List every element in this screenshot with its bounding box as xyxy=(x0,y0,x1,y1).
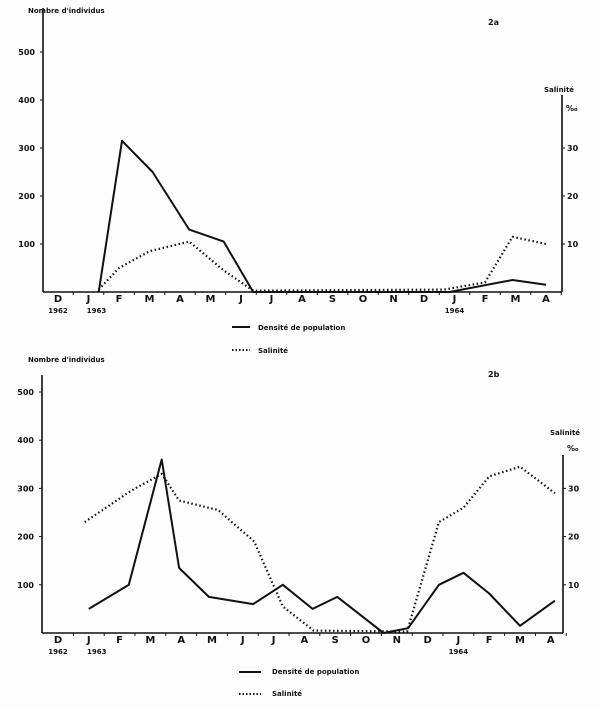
right-tick-label: 20 xyxy=(567,192,579,201)
left-tick-label: 500 xyxy=(18,48,35,57)
x-tick-label: A xyxy=(301,635,309,646)
right-tick-label: 10 xyxy=(568,581,580,590)
x-tick-label: N xyxy=(389,294,397,305)
x-tick-label: N xyxy=(393,635,401,646)
x-tick-label: J xyxy=(240,635,245,646)
right-tick-label: 20 xyxy=(568,533,580,542)
right-tick-label: 30 xyxy=(568,484,580,493)
panel-label: 2b xyxy=(488,370,500,379)
x-tick-label: D xyxy=(54,635,62,646)
x-tick-label: F xyxy=(116,635,123,646)
x-tick-label: J xyxy=(86,294,91,305)
x-tick-label: S xyxy=(329,294,336,305)
legend-label-salinity: Salinité xyxy=(258,347,288,355)
x-tick-label: J xyxy=(452,294,457,305)
x-tick-label: A xyxy=(176,294,184,305)
x-year-label: 1964 xyxy=(445,307,465,315)
x-tick-label: M xyxy=(145,294,155,305)
right-axis-title: Salinité xyxy=(550,429,580,437)
x-tick-label: D xyxy=(423,635,431,646)
x-year-label: 1963 xyxy=(87,307,107,315)
x-tick-label: J xyxy=(238,294,243,305)
left-tick-label: 500 xyxy=(17,388,34,397)
x-tick-label: M xyxy=(511,294,521,305)
x-tick-label: O xyxy=(362,635,371,646)
left-axis-title: Nombre d'individus xyxy=(28,356,105,364)
x-year-label: 1963 xyxy=(87,648,107,656)
x-tick-label: J xyxy=(271,635,276,646)
x-tick-label: F xyxy=(482,294,489,305)
left-axis-title: Nombre d'individus xyxy=(28,7,105,15)
x-tick-label: F xyxy=(116,294,123,305)
right-tick-label: 10 xyxy=(567,240,579,249)
x-tick-label: J xyxy=(456,635,461,646)
left-tick-label: 100 xyxy=(17,581,34,590)
x-tick-label: A xyxy=(542,294,550,305)
left-tick-label: 400 xyxy=(18,96,35,105)
x-year-label: 1962 xyxy=(48,307,68,315)
left-tick-label: 200 xyxy=(17,533,34,542)
chart-2b: Nombre d'individus 2b Salinité ‰ Densité… xyxy=(17,356,580,698)
left-tick-label: 300 xyxy=(18,144,35,153)
x-tick-label: F xyxy=(486,635,493,646)
left-tick-label: 300 xyxy=(17,484,34,493)
x-year-label: 1962 xyxy=(48,648,68,656)
x-tick-label: S xyxy=(332,635,339,646)
salinity-line xyxy=(84,465,556,633)
x-tick-label: A xyxy=(177,635,185,646)
salinity-line xyxy=(97,235,547,292)
left-tick-label: 400 xyxy=(17,436,34,445)
right-tick-label: 30 xyxy=(567,144,579,153)
x-tick-label: O xyxy=(359,294,368,305)
legend-label-density: Densité de population xyxy=(272,668,359,676)
x-tick-label: J xyxy=(269,294,274,305)
x-tick-label: D xyxy=(54,294,62,305)
x-tick-label: M xyxy=(207,635,217,646)
density-line xyxy=(88,458,556,634)
x-tick-label: M xyxy=(145,635,155,646)
x-tick-label: M xyxy=(515,635,525,646)
x-tick-label: J xyxy=(86,635,91,646)
right-axis-title: Salinité xyxy=(544,86,574,94)
panel-label: 2a xyxy=(488,18,499,27)
chart-2a: Nombre d'individus 2a Salinité ‰ Densité… xyxy=(18,7,578,355)
x-year-label: 1964 xyxy=(449,648,469,656)
legend-label-density: Densité de population xyxy=(258,324,345,332)
left-tick-label: 100 xyxy=(18,240,35,249)
right-axis-unit: ‰ xyxy=(567,444,579,453)
left-tick-label: 200 xyxy=(18,192,35,201)
x-tick-label: A xyxy=(298,294,306,305)
x-tick-label: D xyxy=(420,294,428,305)
legend-label-salinity: Salinité xyxy=(272,690,302,698)
right-axis-unit: ‰ xyxy=(566,104,578,113)
x-tick-label: A xyxy=(547,635,555,646)
x-tick-label: M xyxy=(206,294,216,305)
